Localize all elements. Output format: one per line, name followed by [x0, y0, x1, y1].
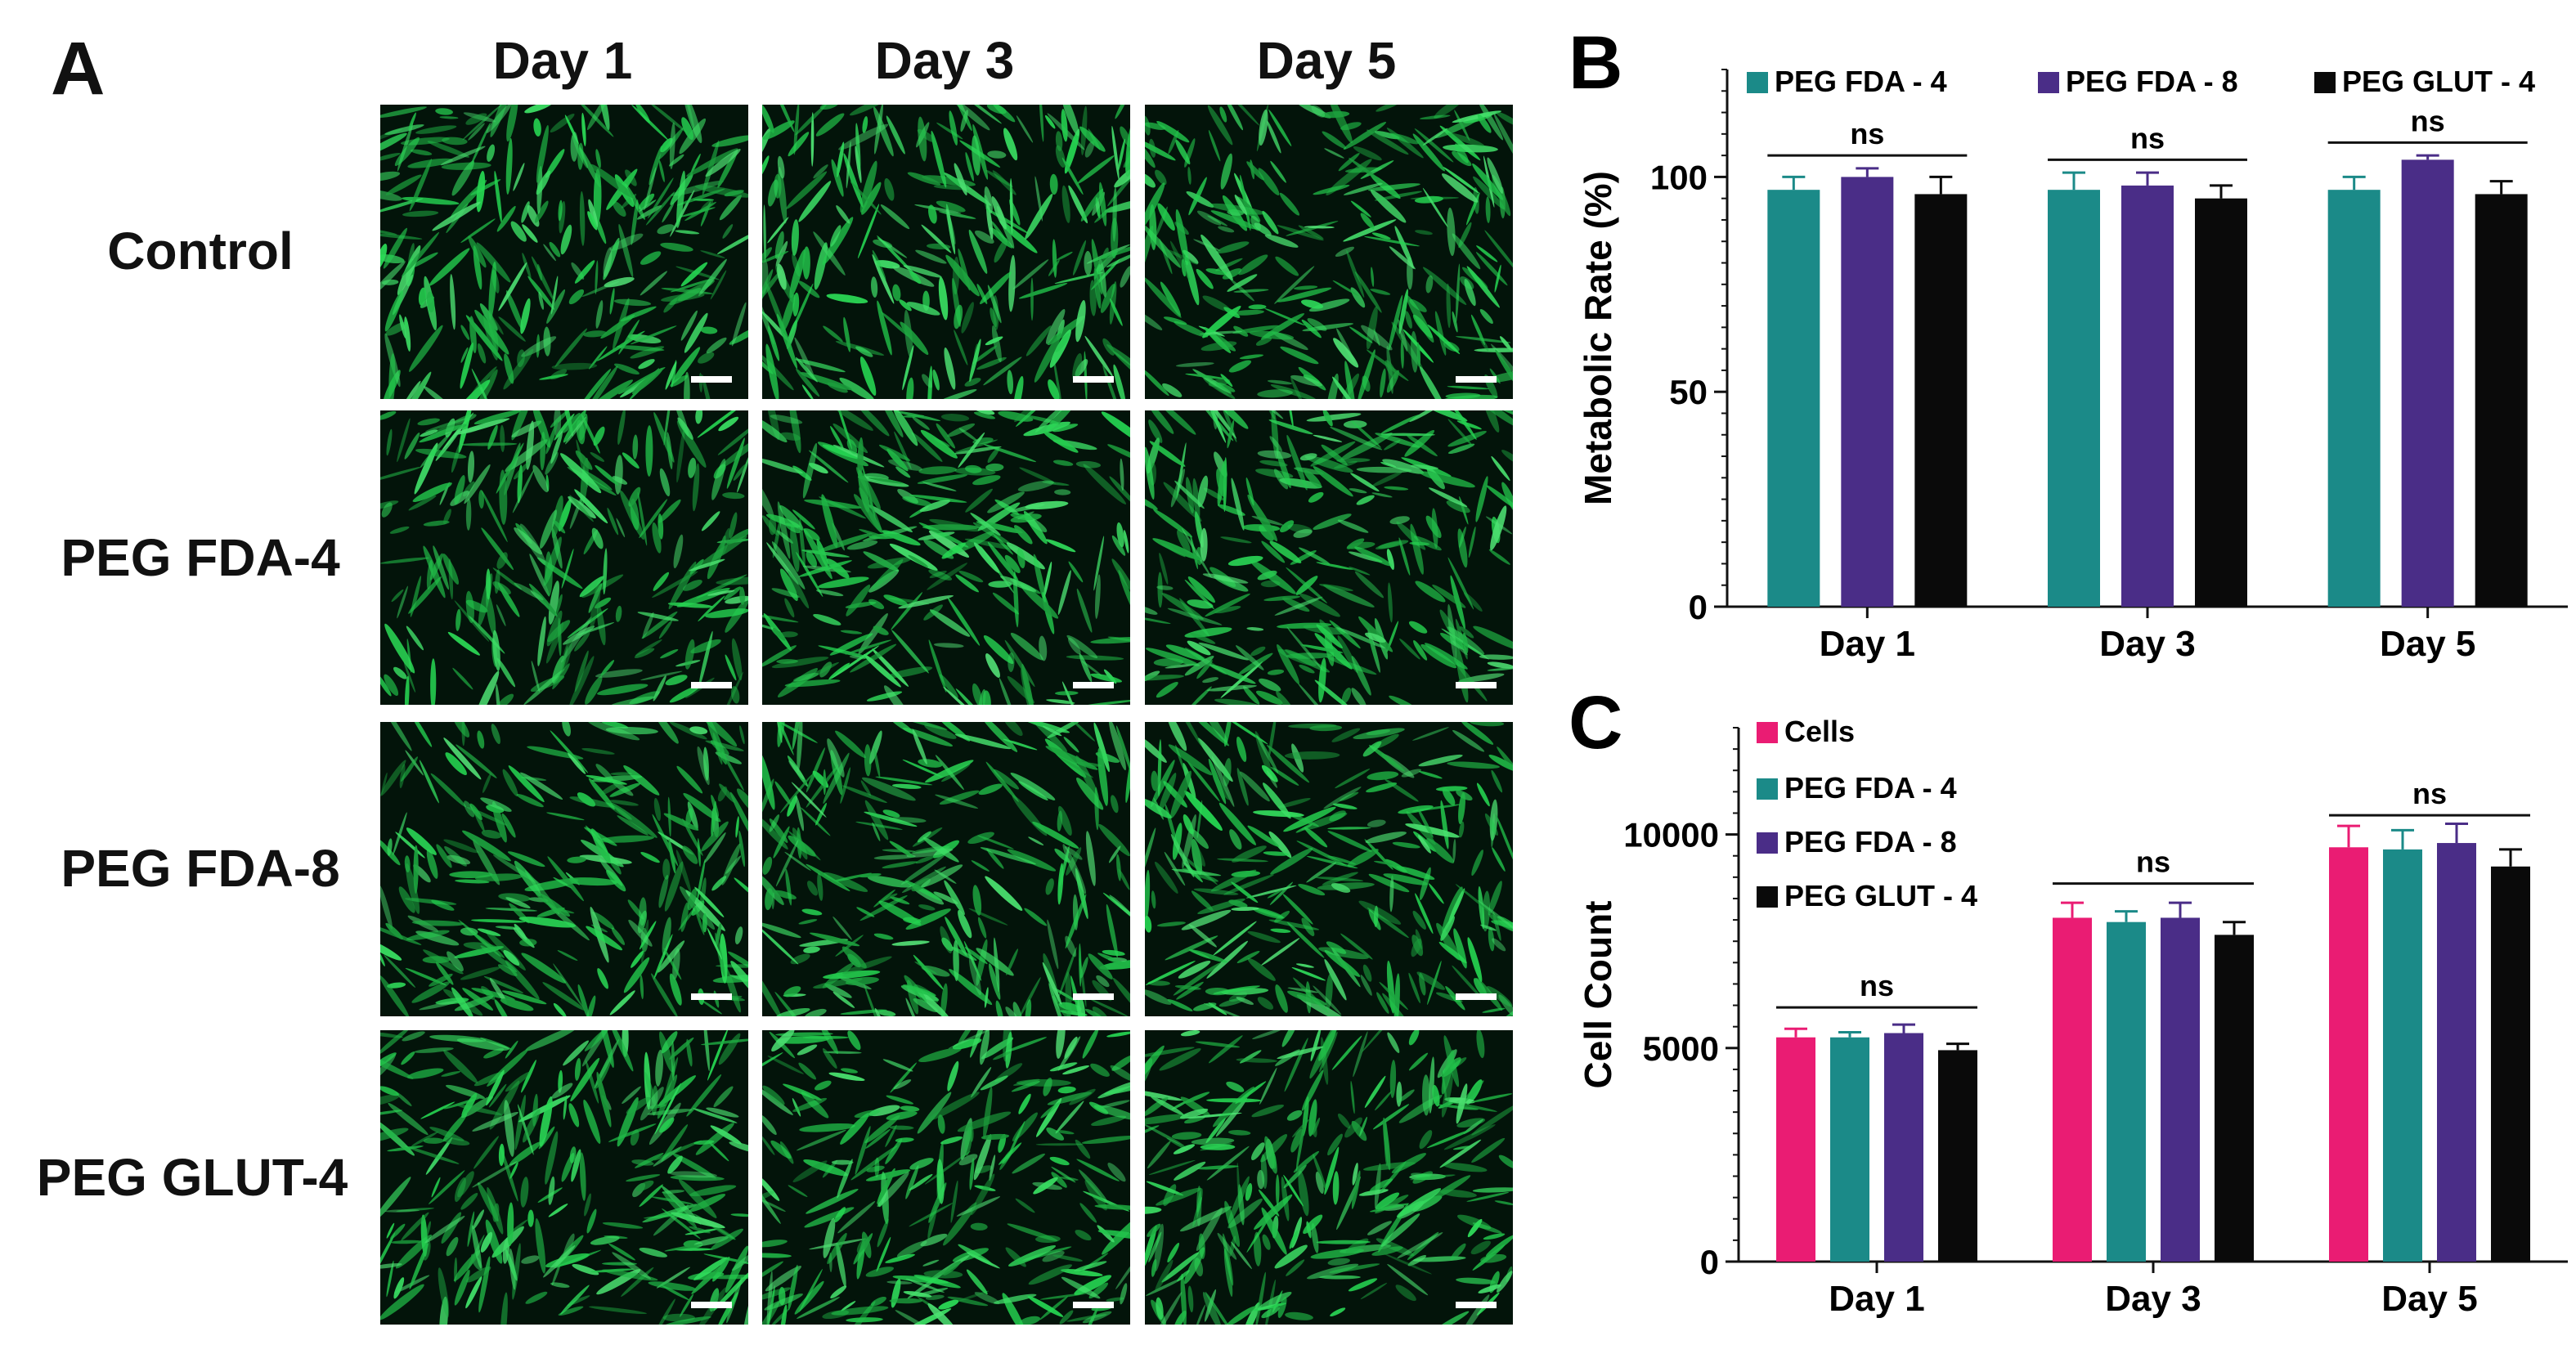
- x-tick-label: Day 3: [2105, 1279, 2201, 1319]
- bar: [2491, 866, 2530, 1262]
- micrograph-peg-fda-8-day-5: [1145, 722, 1513, 1016]
- scale-bar: [1073, 1302, 1114, 1308]
- scale-bar: [691, 682, 732, 688]
- x-tick-label: Day 1: [1820, 624, 1915, 664]
- bar: [2401, 159, 2454, 607]
- y-tick-label: 50: [1669, 373, 1708, 411]
- scale-bar: [1073, 682, 1114, 688]
- legend-label: PEG GLUT - 4: [1784, 879, 1977, 912]
- scale-bar: [1456, 1302, 1497, 1308]
- y-axis-title: Metabolic Rate (%): [1577, 171, 1619, 505]
- bar: [1776, 1037, 1815, 1262]
- micrograph-peg-fda-4-day-5: [1145, 410, 1513, 705]
- x-tick-label: Day 1: [1829, 1279, 1924, 1319]
- scale-bar: [1073, 993, 1114, 1000]
- bar: [2053, 917, 2092, 1262]
- micrograph-peg-glut-4-day-5: [1145, 1030, 1513, 1325]
- bar: [2048, 190, 2100, 607]
- row-header-peg-fda-8: PEG FDA-8: [61, 839, 340, 898]
- scale-bar: [691, 376, 732, 383]
- bar: [2215, 935, 2254, 1262]
- scale-bar: [1456, 682, 1497, 688]
- legend-label: PEG FDA - 8: [1784, 825, 1957, 859]
- micrograph-control-day-3: [762, 105, 1130, 399]
- bar: [2107, 921, 2146, 1262]
- bar: [1884, 1033, 1923, 1262]
- x-tick-label: Day 5: [2380, 624, 2475, 664]
- y-axis-title: Cell Count: [1577, 901, 1619, 1089]
- bar: [1938, 1050, 1977, 1262]
- significance-label: ns: [2136, 845, 2170, 879]
- significance-label: ns: [1860, 969, 1894, 1002]
- legend-swatch: [1757, 722, 1778, 743]
- micrograph-peg-fda-8-day-3: [762, 722, 1130, 1016]
- legend-label: PEG FDA - 4: [1775, 65, 1947, 98]
- legend-swatch: [1747, 72, 1768, 93]
- y-tick-label: 0: [1689, 588, 1708, 626]
- y-tick-label: 0: [1700, 1243, 1719, 1281]
- x-tick-label: Day 3: [2099, 624, 2195, 664]
- panel-b-metabolic-rate-chart: B 0 50 100 Metabolic Rate (%) Day 1 Day 3 Day …: [1568, 21, 2568, 664]
- bar: [1767, 190, 1820, 607]
- y-tick-label: 10000: [1623, 816, 1719, 854]
- significance-label: ns: [2130, 121, 2165, 155]
- legend-swatch: [1757, 886, 1778, 908]
- scale-bar: [691, 1302, 732, 1308]
- panel-c-cell-count-chart: C 0 5000 10000 Cell Count Day 1 Day 3 Day 5 ns n…: [1568, 681, 2568, 1319]
- scale-bar: [1456, 376, 1497, 383]
- scale-bar: [691, 993, 732, 1000]
- micrograph-control-day-1: [380, 105, 748, 399]
- bar: [2437, 843, 2476, 1262]
- micrograph-control-day-5: [1145, 105, 1513, 399]
- legend-swatch: [1757, 832, 1778, 854]
- scale-bar: [1073, 376, 1114, 383]
- bar: [1841, 177, 1894, 607]
- row-header-peg-glut-4: PEG GLUT-4: [36, 1148, 348, 1207]
- micrograph-peg-glut-4-day-3: [762, 1030, 1130, 1325]
- legend-label: Cells: [1784, 715, 1855, 748]
- y-tick-label: 5000: [1643, 1029, 1719, 1068]
- bar: [2329, 847, 2368, 1262]
- bar: [2383, 849, 2422, 1262]
- bar: [2475, 194, 2528, 607]
- panel-b-letter: B: [1568, 21, 1622, 105]
- scale-bar: [1456, 993, 1497, 1000]
- y-tick-label: 100: [1650, 158, 1708, 196]
- legend-swatch: [2314, 72, 2336, 93]
- bar: [1914, 194, 1968, 607]
- bar: [2161, 917, 2200, 1262]
- row-header-peg-fda-4: PEG FDA-4: [61, 528, 340, 587]
- micrograph-peg-fda-4-day-1: [380, 410, 748, 705]
- micrograph-peg-fda-4-day-3: [762, 410, 1130, 705]
- legend-label: PEG FDA - 4: [1784, 771, 1957, 805]
- row-header-control: Control: [107, 222, 294, 280]
- significance-label: ns: [2412, 777, 2447, 810]
- micrograph-peg-glut-4-day-1: [380, 1030, 748, 1325]
- significance-label: ns: [1850, 117, 1884, 150]
- bar: [2195, 198, 2247, 607]
- column-header-day-5: Day 5: [1256, 31, 1397, 90]
- column-header-day-1: Day 1: [492, 31, 633, 90]
- significance-label: ns: [2411, 104, 2445, 137]
- legend-label: PEG FDA - 8: [2066, 65, 2238, 98]
- bar: [1830, 1037, 1869, 1262]
- bar: [2327, 190, 2381, 607]
- panel-a-letter: A: [51, 27, 105, 110]
- bar: [2121, 185, 2174, 607]
- panel-c-letter: C: [1568, 681, 1622, 764]
- legend-label: PEG GLUT - 4: [2342, 65, 2535, 98]
- legend-swatch: [2038, 72, 2059, 93]
- x-tick-label: Day 5: [2381, 1279, 2477, 1319]
- column-header-day-3: Day 3: [874, 31, 1015, 90]
- legend-swatch: [1757, 778, 1778, 800]
- micrograph-peg-fda-8-day-1: [380, 722, 748, 1016]
